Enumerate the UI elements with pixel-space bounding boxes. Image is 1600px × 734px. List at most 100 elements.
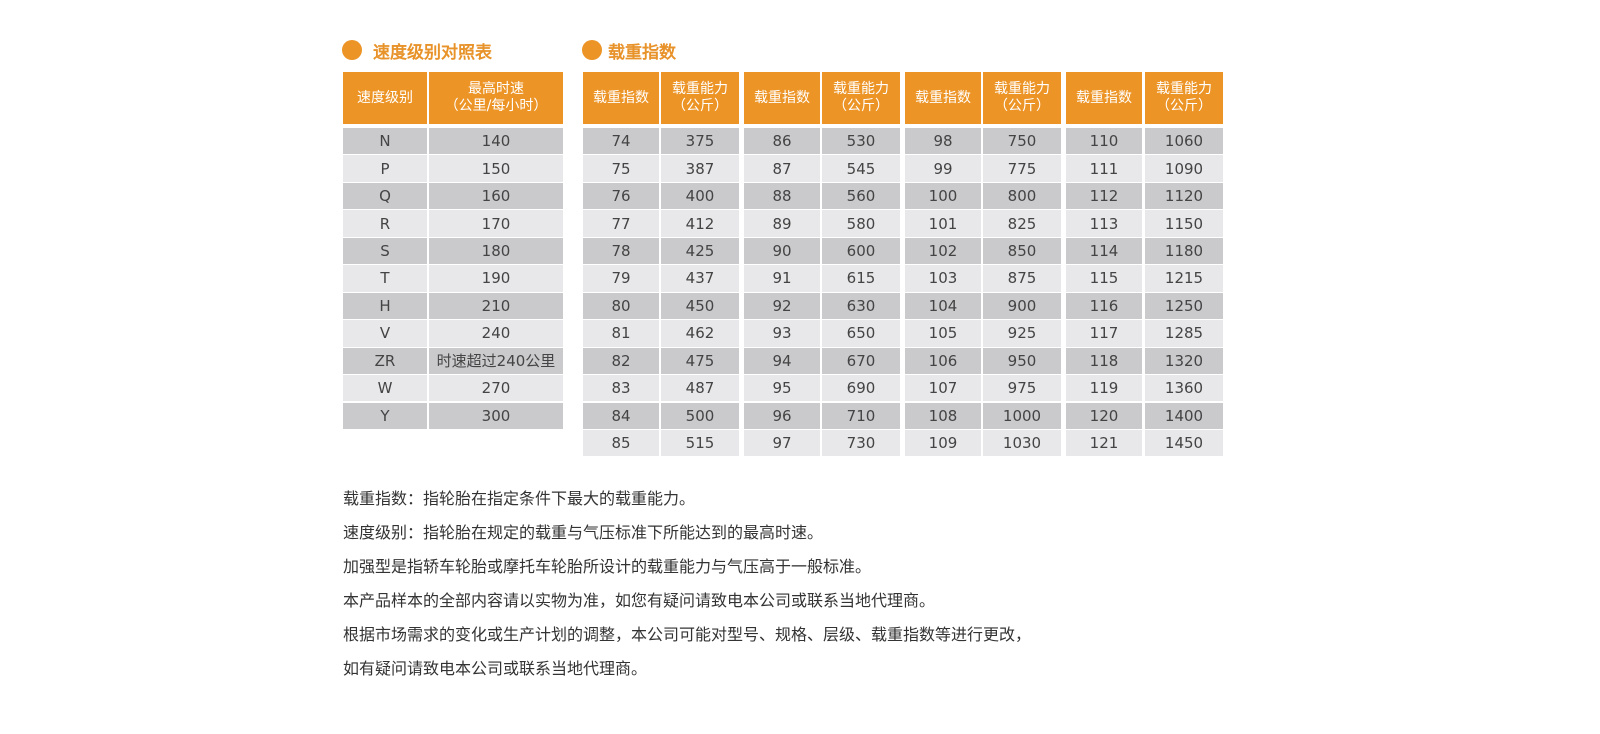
table-cell: 81	[583, 320, 659, 347]
table-cell: 375	[661, 128, 739, 155]
table-cell: S	[343, 237, 427, 265]
table-cell: 925	[983, 320, 1061, 347]
table-cell: 300	[429, 402, 563, 429]
table-cell: 109	[905, 429, 981, 457]
table-cell: 77	[583, 210, 659, 237]
header-cell: 载重能力 （公斤）	[661, 72, 739, 124]
table-cell: H	[343, 292, 427, 320]
table-cell: 84	[583, 402, 659, 429]
table-cell: 94	[744, 347, 820, 375]
table-cell: 119	[1066, 375, 1142, 402]
table-cell: 437	[661, 265, 739, 292]
table-cell: 775	[983, 155, 1061, 182]
section-title: 速度级别对照表	[373, 43, 492, 63]
section-title: 载重指数	[608, 43, 676, 63]
table-cell: 114	[1066, 237, 1142, 265]
table-cell: 80	[583, 292, 659, 320]
table-cell: 560	[822, 182, 900, 210]
table-cell: 1250	[1145, 292, 1223, 320]
table-cell: 1360	[1145, 375, 1223, 402]
table-cell: 515	[661, 429, 739, 457]
table-cell: 75	[583, 155, 659, 182]
table-cell: 74	[583, 128, 659, 155]
table-cell: 92	[744, 292, 820, 320]
table-cell: 615	[822, 265, 900, 292]
table-cell: 103	[905, 265, 981, 292]
table-cell: 670	[822, 347, 900, 375]
table-cell: 99	[905, 155, 981, 182]
table-cell: 1180	[1145, 237, 1223, 265]
table-cell: Q	[343, 182, 427, 210]
table-cell: 140	[429, 128, 563, 155]
table-cell: 580	[822, 210, 900, 237]
table-cell: 83	[583, 375, 659, 402]
table-cell: 875	[983, 265, 1061, 292]
table-cell: 1060	[1145, 128, 1223, 155]
table-cell: 76	[583, 182, 659, 210]
table-cell: 500	[661, 402, 739, 429]
table-cell: 112	[1066, 182, 1142, 210]
table-cell: 111	[1066, 155, 1142, 182]
header-cell: 载重能力 （公斤）	[983, 72, 1061, 124]
table-cell: 1000	[983, 402, 1061, 429]
table-cell: 85	[583, 429, 659, 457]
table-cell: 1215	[1145, 265, 1223, 292]
table-cell: 1400	[1145, 402, 1223, 429]
table-cell: 530	[822, 128, 900, 155]
note-line: 根据市场需求的变化或生产计划的调整，本公司可能对型号、规格、层级、载重指数等进行…	[343, 625, 1032, 644]
table-cell: 600	[822, 237, 900, 265]
header-cell: 最高时速 （公里/每小时）	[429, 72, 563, 124]
header-cell: 载重能力 （公斤）	[822, 72, 900, 124]
note-line: 加强型是指轿车轮胎或摩托车轮胎所设计的载重能力与气压高于一般标准。	[343, 557, 872, 576]
table-cell: 91	[744, 265, 820, 292]
table-cell: 88	[744, 182, 820, 210]
table-cell: 100	[905, 182, 981, 210]
table-cell: 730	[822, 429, 900, 457]
header-cell: 载重指数	[744, 72, 820, 124]
header-cell: 速度级别	[343, 72, 427, 124]
table-cell: V	[343, 320, 427, 347]
table-cell: 101	[905, 210, 981, 237]
table-cell: 387	[661, 155, 739, 182]
note-line: 载重指数：指轮胎在指定条件下最大的载重能力。	[343, 489, 696, 508]
table-cell: 78	[583, 237, 659, 265]
table-cell: 475	[661, 347, 739, 375]
note-line: 如有疑问请致电本公司或联系当地代理商。	[343, 659, 648, 678]
table-cell: 120	[1066, 402, 1142, 429]
table-cell: 86	[744, 128, 820, 155]
note-line: 本产品样本的全部内容请以实物为准，如您有疑问请致电本公司或联系当地代理商。	[343, 591, 936, 610]
table-cell: 750	[983, 128, 1061, 155]
table-cell: 1320	[1145, 347, 1223, 375]
table-cell: 690	[822, 375, 900, 402]
table-cell: 106	[905, 347, 981, 375]
table-cell: 1030	[983, 429, 1061, 457]
table-cell: N	[343, 128, 427, 155]
table-cell: 97	[744, 429, 820, 457]
table-cell: 117	[1066, 320, 1142, 347]
header-cell: 载重指数	[905, 72, 981, 124]
table-cell: 180	[429, 237, 563, 265]
table-cell: 1090	[1145, 155, 1223, 182]
table-cell: 110	[1066, 128, 1142, 155]
table-cell: 650	[822, 320, 900, 347]
table-cell: 90	[744, 237, 820, 265]
table-cell: 113	[1066, 210, 1142, 237]
table-cell: 1285	[1145, 320, 1223, 347]
table-cell: 400	[661, 182, 739, 210]
table-cell: 98	[905, 128, 981, 155]
table-cell: 105	[905, 320, 981, 347]
table-cell: 270	[429, 375, 563, 402]
table-cell: 102	[905, 237, 981, 265]
table-cell: 450	[661, 292, 739, 320]
table-cell: 800	[983, 182, 1061, 210]
table-cell: T	[343, 265, 427, 292]
table-cell: Y	[343, 402, 427, 429]
table-cell: 170	[429, 210, 563, 237]
header-cell: 载重能力 （公斤）	[1145, 72, 1223, 124]
title-dot	[342, 40, 362, 60]
table-cell: 时速超过240公里	[429, 347, 563, 375]
header-cell: 载重指数	[1066, 72, 1142, 124]
header-cell: 载重指数	[583, 72, 659, 124]
table-cell: 1120	[1145, 182, 1223, 210]
